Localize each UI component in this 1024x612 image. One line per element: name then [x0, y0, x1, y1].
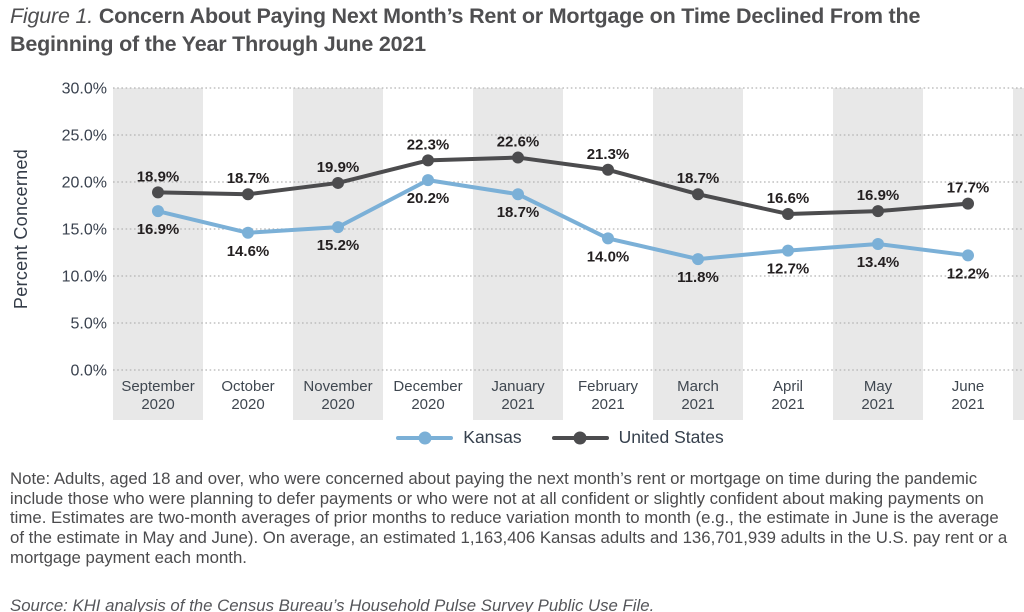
month-band: [1013, 88, 1024, 420]
x-tick-month: October: [221, 378, 274, 395]
legend-item-kansas: Kansas: [396, 427, 522, 448]
y-tick-label: 5.0%: [71, 316, 107, 333]
x-tick-year: 2021: [951, 396, 984, 413]
y-tick-label: 25.0%: [62, 128, 107, 145]
x-tick-year: 2020: [141, 396, 174, 413]
data-point: [692, 253, 704, 266]
data-point: [332, 221, 344, 234]
legend-item-united-states: United States: [551, 427, 724, 448]
data-point: [602, 232, 614, 245]
legend-line-marker-icon: [396, 431, 454, 444]
data-label: 18.7%: [227, 170, 270, 187]
data-point: [692, 188, 704, 201]
x-tick-month: December: [393, 378, 462, 395]
data-point: [512, 188, 524, 201]
data-point: [962, 197, 974, 210]
data-label: 22.6%: [497, 134, 540, 151]
x-tick-month: November: [303, 378, 372, 395]
data-point: [152, 205, 164, 218]
figure-number: Figure 1.: [10, 4, 94, 28]
chart-legend: Kansas United States: [0, 427, 1024, 448]
legend-label-kansas: Kansas: [463, 427, 522, 447]
x-tick-year: 2021: [501, 396, 534, 413]
data-point: [242, 226, 254, 239]
data-point: [242, 188, 254, 201]
x-tick-year: 2020: [231, 396, 264, 413]
data-label: 17.7%: [947, 180, 990, 197]
legend-dot-icon: [418, 431, 432, 444]
x-tick-month: January: [491, 378, 545, 395]
x-tick-month: May: [864, 378, 893, 395]
note-text: Note: Adults, aged 18 and over, who were…: [10, 468, 1008, 567]
x-tick-year: 2021: [771, 396, 804, 413]
data-label: 22.3%: [407, 136, 450, 153]
y-tick-label: 30.0%: [62, 81, 107, 98]
y-axis-title: Percent Concerned: [11, 149, 31, 309]
data-label: 21.3%: [587, 146, 630, 163]
x-tick-month: March: [677, 378, 719, 395]
x-tick-year: 2020: [411, 396, 444, 413]
data-label: 16.9%: [857, 187, 900, 204]
data-label: 11.8%: [677, 269, 719, 286]
data-label: 16.9%: [137, 221, 180, 238]
data-label: 12.2%: [947, 265, 990, 282]
figure-title-text: Concern About Paying Next Month’s Rent o…: [10, 4, 921, 56]
data-label: 18.7%: [677, 170, 720, 187]
legend-dot-icon: [573, 431, 587, 444]
x-tick-month: April: [773, 378, 803, 395]
data-point: [782, 207, 794, 220]
x-tick-year: 2021: [861, 396, 894, 413]
data-point: [152, 186, 164, 199]
figure-title: Figure 1. Concern About Paying Next Mont…: [10, 2, 1014, 58]
data-label: 15.2%: [317, 237, 360, 254]
data-point: [422, 174, 434, 187]
data-point: [782, 244, 794, 257]
data-point: [422, 154, 434, 167]
month-band: [833, 88, 923, 420]
legend-line-marker-icon: [551, 431, 609, 444]
data-label: 18.7%: [497, 204, 540, 221]
data-label: 19.9%: [317, 159, 360, 176]
month-band: [293, 88, 383, 420]
series-line-united-states: [156, 155, 970, 216]
x-tick-year: 2021: [681, 396, 714, 413]
x-tick-year: 2021: [591, 396, 624, 413]
month-band: [473, 88, 563, 420]
month-band: [113, 88, 203, 420]
x-tick-month: September: [121, 378, 194, 395]
data-point: [512, 151, 524, 164]
series-line-kansas: [156, 178, 970, 262]
data-point: [332, 176, 344, 189]
data-label: 14.6%: [227, 243, 270, 260]
data-label: 12.7%: [767, 261, 810, 278]
x-tick-year: 2020: [321, 396, 354, 413]
data-label: 14.0%: [587, 248, 630, 265]
x-tick-month: June: [952, 378, 985, 395]
y-tick-label: 10.0%: [62, 269, 107, 286]
data-label: 20.2%: [407, 190, 450, 207]
legend-label-united-states: United States: [618, 427, 724, 447]
data-point: [962, 249, 974, 262]
data-point: [872, 205, 884, 218]
y-tick-label: 20.0%: [62, 175, 107, 192]
y-tick-label: 15.0%: [62, 222, 107, 239]
data-label: 18.9%: [137, 168, 180, 185]
data-point: [872, 238, 884, 251]
data-point: [602, 163, 614, 176]
source-text: Source: KHI analysis of the Census Burea…: [10, 595, 655, 612]
y-tick-label: 0.0%: [71, 363, 107, 380]
line-chart: 0.0% 5.0% 10.0% 15.0% 20.0% 25.0% 30.0% Percent…: [11, 81, 1024, 420]
x-tick-month: February: [578, 378, 639, 395]
data-label: 13.4%: [857, 254, 900, 271]
data-label: 16.6%: [767, 190, 810, 207]
